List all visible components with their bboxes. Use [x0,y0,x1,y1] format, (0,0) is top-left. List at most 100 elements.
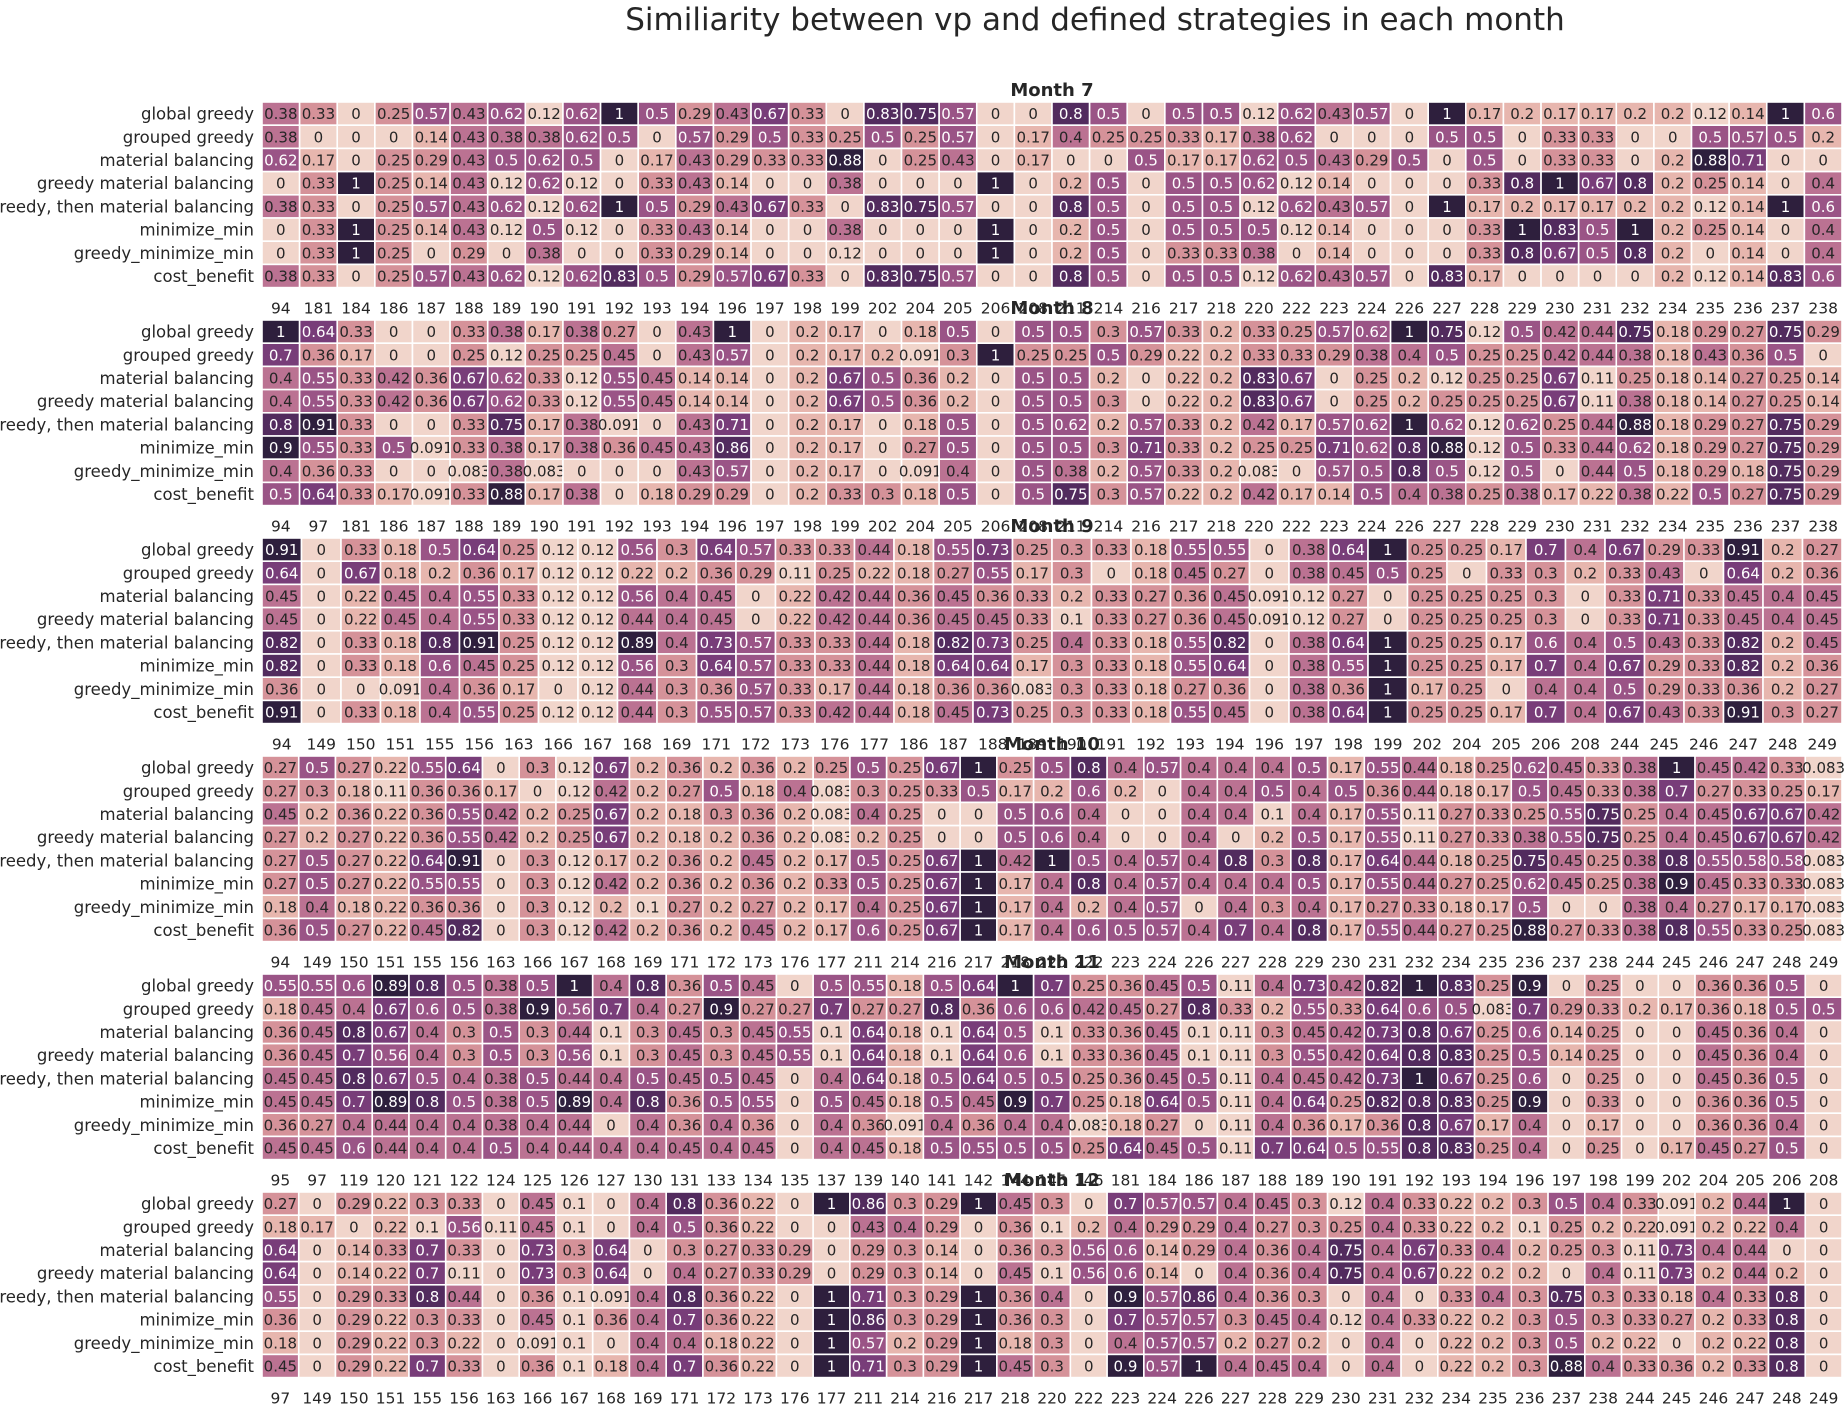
cell-value-label: 0.7 [342,1047,366,1065]
cell-value-label: 0 [496,875,506,893]
cell-value-label: 0.62 [490,105,523,123]
row-label: greedy, then material balancing [0,851,254,870]
cell-value-label: 0.4 [1297,898,1321,916]
cell-value-label: 0 [351,105,361,123]
cell-value-label: 0.14 [337,1265,370,1283]
cell-value-label: 0.36 [1697,1000,1730,1018]
cell-value-label: 0.64 [1293,1140,1326,1158]
cell-value-label: 0.2 [1811,128,1835,146]
cell-value-label: 0.25 [828,128,861,146]
column-label: 229 [1294,954,1324,972]
cell-value-label: 0.2 [1481,1265,1505,1283]
cell-value-label: 0.18 [264,1218,297,1236]
cell-value-label: 0.33 [1543,152,1576,170]
cell-value-label: 0.14 [1146,1265,1179,1283]
cell-value-label: 0.25 [1072,1070,1105,1088]
cell-value-label: 0 [803,244,813,262]
cell-value-label: 0.3 [1518,1288,1542,1306]
cell-value-label: 0.5 [946,486,970,504]
cell-value-label: 0.27 [1174,680,1207,698]
cell-value-label: 0.18 [904,416,937,434]
cell-value-label: 0.4 [1224,782,1248,800]
cell-value-label: 0.12 [542,564,575,582]
cell-value-label: 0 [790,1311,800,1329]
cell-value-label: 0 [1442,244,1452,262]
cell-value-label: 0.43 [716,105,749,123]
row-label: greedy, then material balancing [0,1287,254,1306]
column-label: 189 [492,300,522,318]
cell-value-label: 0.62 [1355,323,1388,341]
cell-value-label: 0.2 [1623,198,1647,216]
cell-value-label: 0 [1415,1288,1425,1306]
cell-value-label: 0.36 [668,759,701,777]
cell-value-label: 0.73 [976,634,1009,652]
cell-value-label: 0.18 [668,829,701,847]
cell-value-label: 0.45 [741,1140,774,1158]
cell-value-label: 0.4 [1224,1218,1248,1236]
cell-value-label: 0.33 [791,152,824,170]
cell-value-label: 0.17 [1329,875,1362,893]
column-label: 237 [1771,300,1801,318]
cell-value-label: 0.3 [673,1242,697,1260]
cell-value-label: 0.18 [264,1334,297,1352]
cell-value-label: 0 [1141,370,1151,388]
column-label: 121 [413,1172,443,1190]
column-label: 141 [927,1172,957,1190]
cell-value-label: 0.5 [1187,1070,1211,1088]
column-label: 197 [1294,736,1324,754]
cell-value-label: 0.17 [300,1218,333,1236]
cell-value-label: 0 [765,462,775,480]
cell-value-label: 0.55 [700,704,733,722]
cell-value-label: 0.71 [1648,611,1681,629]
cell-value-label: 0.12 [1242,105,1275,123]
cell-value-label: 0.36 [1697,977,1730,995]
cell-value-label: 0.45 [999,1265,1032,1283]
column-label: 235 [1478,1390,1508,1405]
cell-value-label: 0.36 [1366,1116,1399,1134]
cell-value-label: 0 [312,1288,322,1306]
cell-value-label: 0.33 [1733,1311,1766,1329]
cell-value-label: 0.91 [1727,704,1760,722]
cell-value-label: 0.33 [339,393,372,411]
cell-value-label: 0.25 [888,782,921,800]
cell-value-label: 0.44 [447,1288,480,1306]
column-label: 181 [1111,1172,1141,1190]
cell-value-label: 0.091 [899,346,942,364]
cell-value-label: 0 [1781,244,1791,262]
cell-value-label: 0.36 [705,1195,738,1213]
cell-value-label: 0.083 [1802,875,1845,893]
cell-value-label: 0.3 [946,346,970,364]
cell-value-label: 0 [389,416,399,434]
cell-value-label: 0.45 [1806,611,1839,629]
cell-value-label: 0.75 [1769,439,1802,457]
cell-value-label: 0.17 [1280,486,1313,504]
cell-value-label: 0.45 [937,588,970,606]
cell-value-label: 0.5 [1510,439,1534,457]
cell-value-label: 0.33 [779,680,812,698]
cell-value-label: 0.67 [1543,244,1576,262]
cell-value-label: 0.33 [779,704,812,722]
column-label: 197 [1552,1172,1582,1190]
figure-title: Similiarity between vp and defined strat… [625,2,1565,38]
cell-value-label: 0.1 [930,1024,954,1042]
cell-value-label: 0 [606,1334,616,1352]
cell-value-label: 0.88 [1550,1358,1583,1376]
row-label: greedy material balancing [37,1046,254,1065]
cell-value-label: 0.27 [1733,1140,1766,1158]
cell-value-label: 0.3 [1261,1047,1285,1065]
column-label: 186 [899,736,929,754]
cell-value-label: 0.25 [1450,634,1483,652]
cell-value-label: 0.36 [700,564,733,582]
cell-value-label: 0.36 [463,564,496,582]
cell-value-label: 1 [351,221,361,239]
cell-value-label: 0.2 [665,564,689,582]
cell-value-label: 0.64 [976,657,1009,675]
cell-value-label: 0.89 [621,634,654,652]
cell-value-label: 0.2 [1623,105,1647,123]
cell-value-label: 0.5 [1096,244,1120,262]
cell-value-label: 0.2 [1661,268,1685,286]
cell-value-label: 0.67 [828,370,861,388]
cell-value-label: 0.3 [709,806,733,824]
column-label: 188 [454,518,484,536]
cell-value-label: 0.22 [374,1195,407,1213]
